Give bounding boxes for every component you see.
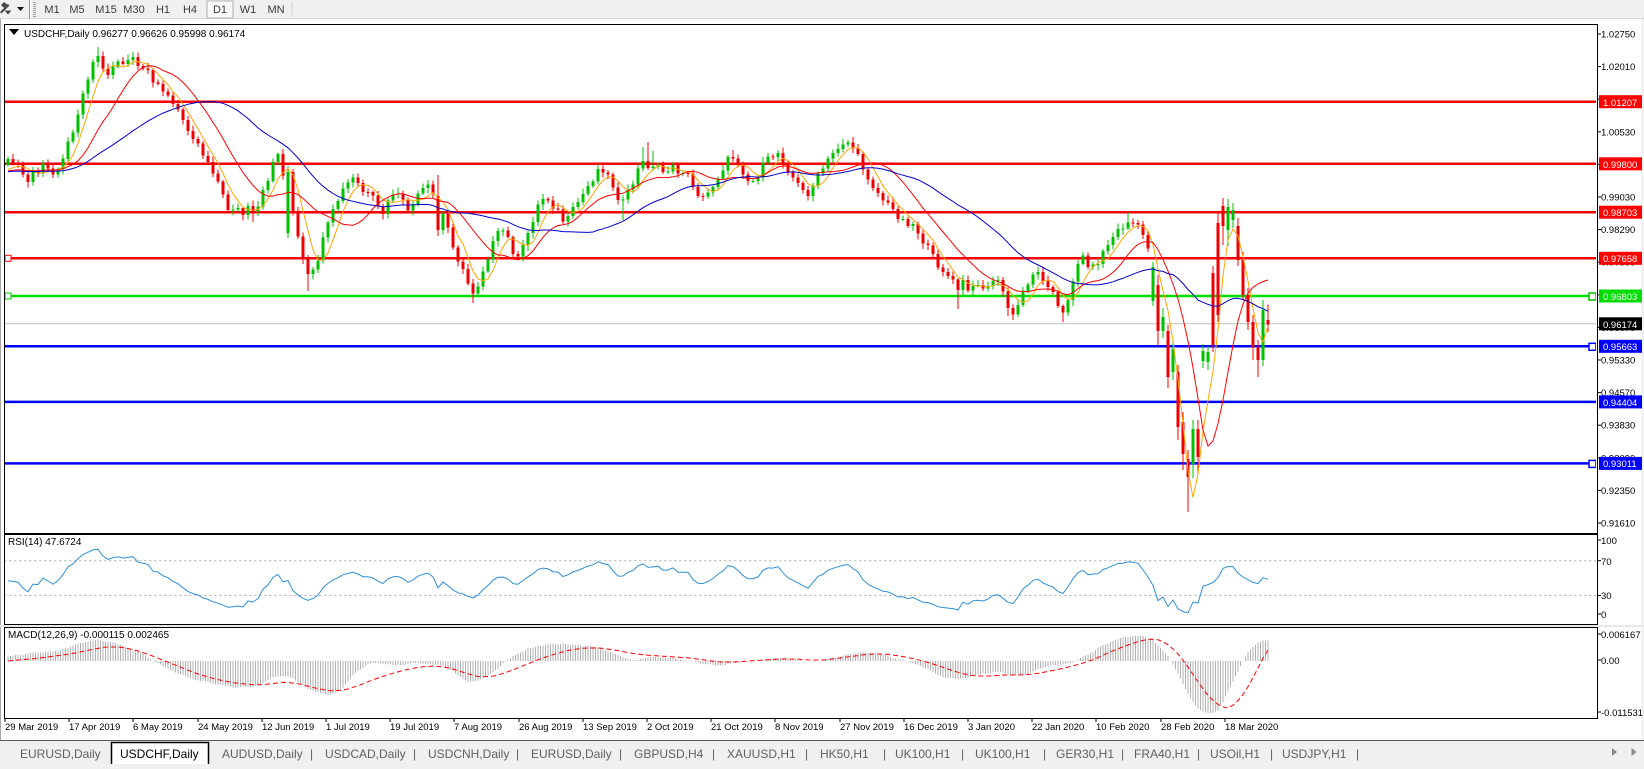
- svg-text:|: |: [413, 747, 416, 761]
- svg-text:|: |: [619, 747, 622, 761]
- svg-text:29 Mar 2019: 29 Mar 2019: [5, 722, 58, 733]
- svg-text:0.98290: 0.98290: [1601, 225, 1635, 236]
- svg-text:0.93011: 0.93011: [1603, 459, 1637, 470]
- svg-text:RSI(14) 47.6724: RSI(14) 47.6724: [8, 537, 82, 548]
- svg-text:16 Dec 2019: 16 Dec 2019: [904, 722, 958, 733]
- svg-text:0.92350: 0.92350: [1601, 486, 1635, 497]
- svg-text:17 Apr 2019: 17 Apr 2019: [69, 722, 120, 733]
- svg-text:|: |: [310, 747, 313, 761]
- svg-text:|: |: [516, 747, 519, 761]
- svg-text:28 Feb 2020: 28 Feb 2020: [1161, 722, 1214, 733]
- svg-text:21 Oct 2019: 21 Oct 2019: [711, 722, 763, 733]
- svg-text:H1: H1: [156, 4, 170, 16]
- svg-text:M1: M1: [44, 4, 59, 16]
- svg-text:USDCHF,Daily: USDCHF,Daily: [120, 747, 199, 761]
- svg-text:M15: M15: [95, 4, 116, 16]
- svg-text:EURUSD,Daily: EURUSD,Daily: [20, 747, 101, 761]
- svg-text:0.91610: 0.91610: [1601, 519, 1635, 530]
- svg-text:0.97658: 0.97658: [1603, 254, 1637, 265]
- svg-text:USOil,H1: USOil,H1: [1210, 747, 1260, 761]
- svg-text:|: |: [1197, 747, 1200, 761]
- svg-text:USDCHF,Daily 0.96277 0.96626: USDCHF,Daily 0.96277 0.96626 0.95998 0.9…: [24, 29, 246, 40]
- svg-text:D1: D1: [213, 4, 227, 16]
- svg-text:6 May 2019: 6 May 2019: [133, 722, 183, 733]
- svg-text:13 Sep 2019: 13 Sep 2019: [583, 722, 637, 733]
- svg-text:1.00530: 1.00530: [1601, 127, 1635, 138]
- svg-text:USDCAD,Daily: USDCAD,Daily: [325, 747, 406, 761]
- svg-text:|: |: [1270, 747, 1273, 761]
- svg-text:0.94570: 0.94570: [1601, 388, 1635, 399]
- svg-text:0.99030: 0.99030: [1601, 193, 1635, 204]
- svg-text:27 Nov 2019: 27 Nov 2019: [840, 722, 894, 733]
- svg-text:0.99800: 0.99800: [1603, 160, 1637, 171]
- svg-text:0.95330: 0.95330: [1601, 356, 1635, 367]
- svg-text:GBPUSD,H4: GBPUSD,H4: [634, 747, 704, 761]
- svg-text:3 Jan 2020: 3 Jan 2020: [968, 722, 1015, 733]
- svg-text:USDCNH,Daily: USDCNH,Daily: [428, 747, 509, 761]
- svg-text:EURUSD,Daily: EURUSD,Daily: [531, 747, 612, 761]
- svg-text:70: 70: [1601, 557, 1612, 568]
- svg-text:|: |: [712, 747, 715, 761]
- svg-text:XAUUSD,H1: XAUUSD,H1: [727, 747, 796, 761]
- svg-text:M30: M30: [123, 4, 144, 16]
- svg-text:0.95663: 0.95663: [1603, 342, 1637, 353]
- svg-text:0.006167: 0.006167: [1601, 630, 1641, 641]
- svg-text:1 Jul 2019: 1 Jul 2019: [326, 722, 370, 733]
- svg-text:UK100,H1: UK100,H1: [975, 747, 1031, 761]
- svg-text:GER30,H1: GER30,H1: [1056, 747, 1114, 761]
- svg-text:0: 0: [1601, 610, 1606, 621]
- svg-text:M5: M5: [69, 4, 84, 16]
- svg-text:|: |: [1043, 747, 1046, 761]
- svg-text:1.01207: 1.01207: [1603, 98, 1637, 109]
- svg-text:|: |: [1356, 747, 1359, 761]
- svg-text:26 Aug 2019: 26 Aug 2019: [519, 722, 572, 733]
- svg-text:|: |: [961, 747, 964, 761]
- svg-text:12 Jun 2019: 12 Jun 2019: [262, 722, 314, 733]
- svg-text:18 Mar 2020: 18 Mar 2020: [1225, 722, 1278, 733]
- svg-text:22 Jan 2020: 22 Jan 2020: [1032, 722, 1084, 733]
- svg-text:0.98703: 0.98703: [1603, 208, 1637, 219]
- svg-text:24 May 2019: 24 May 2019: [198, 722, 253, 733]
- svg-text:0.94404: 0.94404: [1603, 398, 1637, 409]
- svg-text:7 Aug 2019: 7 Aug 2019: [454, 722, 502, 733]
- svg-text:|: |: [883, 747, 886, 761]
- svg-text:0.96803: 0.96803: [1603, 292, 1637, 303]
- svg-text:10 Feb 2020: 10 Feb 2020: [1096, 722, 1149, 733]
- svg-text:MN: MN: [267, 4, 284, 16]
- svg-text:1.02010: 1.02010: [1601, 62, 1635, 73]
- svg-text:0.96174: 0.96174: [1603, 320, 1637, 331]
- svg-text:0.00: 0.00: [1601, 656, 1620, 667]
- svg-text:|: |: [1121, 747, 1124, 761]
- svg-text:|: |: [805, 747, 808, 761]
- svg-text:MACD(12,26,9) -0.000115 0.0024: MACD(12,26,9) -0.000115 0.002465: [8, 630, 169, 641]
- svg-text:HK50,H1: HK50,H1: [820, 747, 869, 761]
- svg-text:0.93830: 0.93830: [1601, 421, 1635, 432]
- svg-text:19 Jul 2019: 19 Jul 2019: [390, 722, 439, 733]
- svg-text:UK100,H1: UK100,H1: [895, 747, 951, 761]
- svg-text:1.02750: 1.02750: [1601, 30, 1635, 41]
- svg-text:USDJPY,H1: USDJPY,H1: [1282, 747, 1347, 761]
- svg-text:30: 30: [1601, 591, 1612, 602]
- svg-text:8 Nov 2019: 8 Nov 2019: [775, 722, 824, 733]
- svg-text:H4: H4: [183, 4, 197, 16]
- svg-text:AUDUSD,Daily: AUDUSD,Daily: [222, 747, 303, 761]
- svg-text:FRA40,H1: FRA40,H1: [1134, 747, 1190, 761]
- svg-text:100: 100: [1601, 536, 1617, 547]
- svg-text:W1: W1: [240, 4, 257, 16]
- svg-text:-0.011531: -0.011531: [1601, 708, 1643, 719]
- svg-text:2 Oct 2019: 2 Oct 2019: [647, 722, 693, 733]
